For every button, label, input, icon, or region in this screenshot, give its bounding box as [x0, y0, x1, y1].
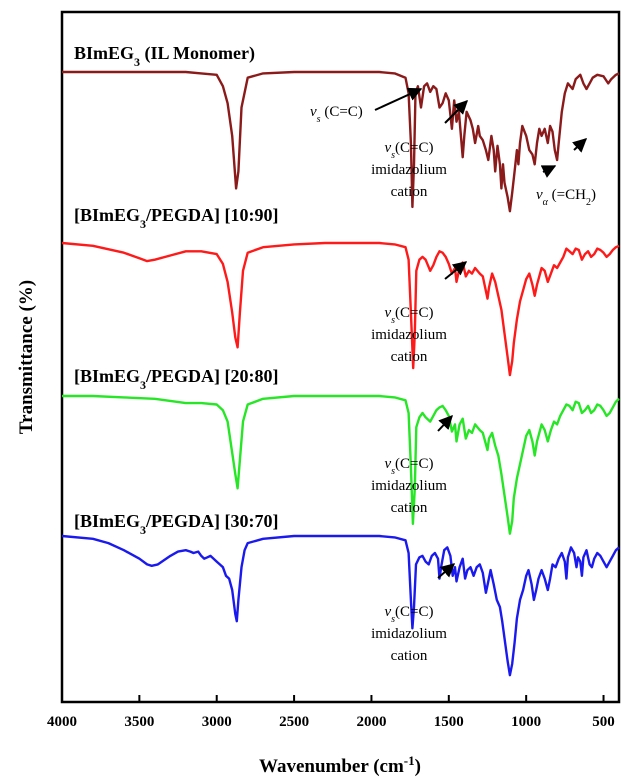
plot-frame: [60, 10, 621, 704]
annotation-arrow: [444, 100, 468, 124]
annotation-label: vs(C=C): [384, 604, 433, 625]
annotation-arrow: [540, 165, 557, 178]
annotation-label: vs (C=C): [310, 104, 363, 125]
annotation-label: vs(C=C): [384, 456, 433, 477]
annotation-text: imidazolium: [371, 162, 447, 178]
annotation-text: cation: [391, 349, 428, 365]
x-axis-ticks: 4000 3500 3000 2500 2000 1500 1000 500: [47, 695, 615, 730]
annotation-text: imidazolium: [371, 327, 447, 343]
x-tick-label: 2000: [356, 714, 386, 730]
peak-annotation-2: vs(C=C)imidazolium cation: [371, 100, 468, 200]
y-axis-label: Transmittance (%): [16, 280, 37, 434]
series-title-3: [BImEG3/PEGDA] [20:80]: [74, 366, 279, 392]
peak-annotation-4: vs(C=C)imidazolium cation: [371, 261, 468, 365]
x-tick-label: 2500: [279, 714, 309, 730]
x-tick-label: 1500: [434, 714, 464, 730]
peak-annotation-6: vs(C=C)imidazolium cation: [371, 563, 456, 664]
x-tick-label: 500: [592, 714, 615, 730]
annotation-text: cation: [391, 184, 428, 200]
annotation-arrow: [374, 87, 423, 111]
series-title-1: BImEG3 (IL Monomer): [74, 43, 255, 69]
series-title-2: [BImEG3/PEGDA] [10:90]: [74, 205, 279, 231]
series-titles: BImEG3 (IL Monomer) [BImEG3/PEGDA] [10:90…: [74, 43, 279, 537]
x-tick-label: 3000: [202, 714, 232, 730]
annotation-text: cation: [391, 500, 428, 516]
series-line-1: [62, 70, 620, 213]
annotation-arrow: [444, 261, 468, 280]
annotation-text: imidazolium: [371, 478, 447, 494]
x-axis-label: Wavenumber (cm-1): [259, 753, 421, 778]
annotation-label: vs(C=C): [384, 140, 433, 161]
annotation-arrow: [437, 414, 453, 432]
annotation-label: vs(C=C): [384, 305, 433, 326]
peak-annotation-5: vs(C=C)imidazolium cation: [371, 414, 453, 516]
series-line-4: [61, 534, 620, 677]
x-tick-label: 3500: [124, 714, 154, 730]
series-line-2: [61, 241, 620, 377]
x-tick-label: 4000: [47, 714, 77, 730]
series-line-3: [62, 394, 620, 535]
series-title-4: [BImEG3/PEGDA] [30:70]: [74, 511, 279, 537]
annotation-arrow: [437, 563, 456, 579]
annotation-text: imidazolium: [371, 626, 447, 642]
annotation-arrow: [571, 138, 588, 153]
spectra-traces: [61, 70, 620, 677]
x-tick-label: 1000: [511, 714, 541, 730]
peak-annotation-3: vα (=CH2): [536, 138, 596, 208]
annotation-label: vα (=CH2): [536, 187, 596, 208]
annotation-text: cation: [391, 648, 428, 664]
peak-annotation-1: vs (C=C): [310, 87, 423, 125]
